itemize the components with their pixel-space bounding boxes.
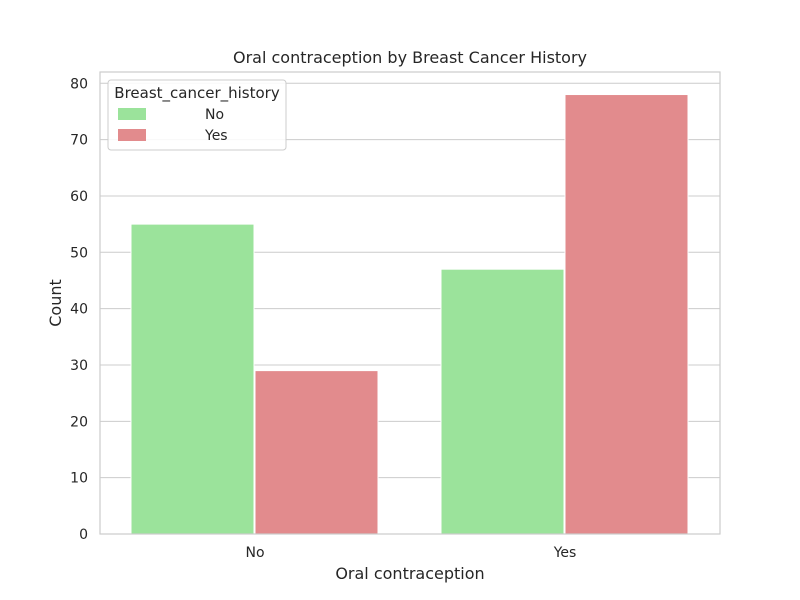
chart-title: Oral contraception by Breast Cancer Hist… [233, 48, 587, 67]
plot-frame [99, 71, 721, 535]
x-tick-label: Yes [553, 545, 577, 561]
y-tick-label: 60 [70, 189, 88, 205]
legend-items: No Yes [118, 107, 228, 144]
y-axis-label: Count [46, 279, 65, 327]
y-tick-label: 20 [70, 414, 88, 430]
legend-box [107, 79, 287, 151]
y-tick-label: 0 [79, 527, 88, 543]
x-tick-label: No [245, 545, 264, 561]
legend: Breast_cancer_history No Yes [107, 79, 287, 151]
legend-label-no: No [205, 107, 224, 123]
y-tick-label: 30 [70, 358, 88, 374]
legend-title: Breast_cancer_history [114, 84, 280, 103]
bar-no-no [130, 223, 255, 535]
y-tick-label: 40 [70, 302, 88, 318]
y-tick-label: 70 [70, 133, 88, 149]
y-tick-label: 10 [70, 471, 88, 487]
legend-swatch-no [118, 108, 146, 120]
y-tick-label: 50 [70, 245, 88, 261]
bar-yes-yes [564, 94, 689, 535]
y-tick-label: 80 [70, 76, 88, 92]
y-ticks: 0 10 20 30 40 50 60 70 80 [70, 76, 88, 543]
legend-label-yes: Yes [204, 128, 228, 144]
legend-swatch-yes [118, 129, 146, 141]
x-ticks: No Yes [245, 545, 576, 561]
bar-no-yes [254, 370, 379, 535]
bars [130, 94, 689, 535]
x-axis-label: Oral contraception [335, 564, 484, 583]
bar-yes-no [440, 268, 565, 535]
